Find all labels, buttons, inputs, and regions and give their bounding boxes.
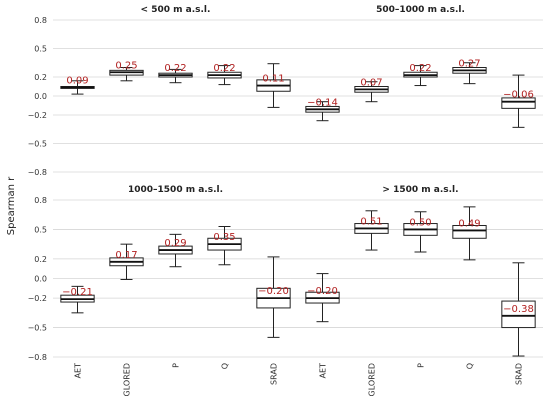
y-tick-label: 0.0 bbox=[34, 92, 47, 101]
panel-title: > 1500 m a.s.l. bbox=[382, 185, 458, 195]
y-tick-label: 0.8 bbox=[34, 16, 47, 25]
y-tick-label: −0.5 bbox=[28, 140, 47, 149]
panel: 500–1000 m a.s.l. −0.14 0.07 0.22 0.27 −0.06 bbox=[298, 5, 543, 173]
median-value-label: 0.27 bbox=[458, 58, 480, 69]
y-tick-label: 0.2 bbox=[34, 255, 47, 264]
median-value-label: 0.35 bbox=[213, 232, 235, 243]
x-tick-label: AET bbox=[74, 363, 83, 379]
median-value-label: −0.06 bbox=[503, 90, 534, 101]
y-tick-label: 0.5 bbox=[34, 45, 47, 54]
median-value-label: −0.20 bbox=[258, 286, 289, 297]
panel: 0.8 0.5 0.2 0.0 −0.2 −0.5 −0.8 < 500 m a.s.l. 0.… bbox=[28, 5, 298, 177]
y-tick-label: −0.8 bbox=[28, 168, 47, 177]
median-value-label: 0.51 bbox=[360, 216, 382, 227]
x-tick-label: GLORED bbox=[368, 363, 377, 396]
y-tick-label: −0.5 bbox=[28, 324, 47, 333]
x-tick-label: GLORED bbox=[123, 363, 132, 396]
y-axis-label: Spearman r bbox=[6, 176, 17, 235]
panel: > 1500 m a.s.l. −0.20 0.51 0.50 0.49 −0.38 AET… bbox=[298, 185, 543, 396]
median-value-label: 0.49 bbox=[458, 218, 480, 229]
median-value-label: 0.17 bbox=[115, 250, 137, 261]
median-value-label: 0.25 bbox=[115, 60, 137, 71]
x-tick-label: Q bbox=[466, 363, 475, 369]
box bbox=[501, 300, 536, 329]
box bbox=[501, 97, 536, 109]
y-tick-label: −0.2 bbox=[28, 294, 47, 303]
y-tick-label: −0.2 bbox=[28, 111, 47, 120]
median-value-label: −0.21 bbox=[62, 287, 93, 298]
x-tick-label: P bbox=[172, 363, 181, 368]
median-value-label: 0.22 bbox=[409, 63, 431, 74]
panels-group: 0.8 0.5 0.2 0.0 −0.2 −0.5 −0.8 < 500 m a.s.l. 0.… bbox=[28, 5, 543, 396]
y-tick-label: 0.8 bbox=[34, 196, 47, 205]
panel-title: < 500 m a.s.l. bbox=[141, 5, 211, 15]
panel: 0.8 0.5 0.2 0.0 −0.2 −0.5 −0.8 1000–1500 m a.s.… bbox=[28, 185, 298, 396]
median-value-label: 0.22 bbox=[164, 63, 186, 74]
median-value-label: −0.20 bbox=[307, 286, 338, 297]
x-tick-label: SRAD bbox=[515, 363, 524, 385]
y-tick-label: −0.8 bbox=[28, 353, 47, 362]
median-value-label: 0.09 bbox=[66, 75, 88, 86]
median-value-label: −0.38 bbox=[503, 304, 534, 315]
x-tick-label: P bbox=[417, 363, 426, 368]
x-tick-label: AET bbox=[319, 363, 328, 379]
median-value-label: 0.50 bbox=[409, 217, 431, 228]
median-value-label: 0.22 bbox=[213, 63, 235, 74]
median-value-label: 0.07 bbox=[360, 77, 382, 88]
y-tick-label: 0.2 bbox=[34, 73, 47, 82]
panel-title: 500–1000 m a.s.l. bbox=[376, 5, 465, 15]
x-tick-label: Q bbox=[221, 363, 230, 369]
panel-title: 1000–1500 m a.s.l. bbox=[128, 185, 223, 195]
median-value-label: 0.29 bbox=[164, 238, 186, 249]
y-tick-label: 0.0 bbox=[34, 275, 47, 284]
y-tick-label: 0.5 bbox=[34, 225, 47, 234]
median-value-label: −0.14 bbox=[307, 97, 338, 108]
median-value-label: 0.11 bbox=[262, 74, 284, 85]
box bbox=[452, 225, 487, 239]
x-tick-label: SRAD bbox=[270, 363, 279, 385]
